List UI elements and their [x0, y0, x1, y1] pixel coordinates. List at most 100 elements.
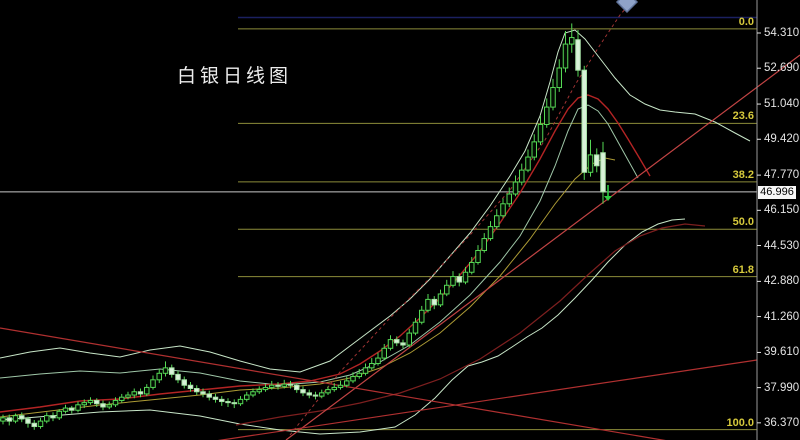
candle-body[interactable] — [550, 87, 556, 108]
candle-body[interactable] — [350, 376, 356, 382]
candle-body[interactable] — [481, 238, 487, 252]
candle-body[interactable] — [419, 309, 425, 323]
candle-body[interactable] — [325, 389, 331, 394]
candle-body[interactable] — [594, 154, 600, 167]
candle-body[interactable] — [556, 67, 562, 89]
candle-body[interactable] — [406, 332, 412, 346]
candle-body[interactable] — [387, 339, 394, 349]
candle-body[interactable] — [506, 193, 512, 205]
candle-body[interactable] — [581, 69, 587, 173]
candle-body[interactable] — [575, 39, 581, 71]
candle-body[interactable] — [119, 396, 125, 401]
candle-body[interactable] — [219, 398, 225, 403]
candle-body[interactable] — [531, 141, 537, 158]
candle-body[interactable] — [425, 298, 431, 311]
candle-body[interactable] — [281, 383, 287, 387]
candle-body[interactable] — [12, 415, 19, 422]
candle-body[interactable] — [537, 123, 544, 143]
diamond-cursor-icon[interactable] — [615, 0, 639, 14]
candle-body[interactable] — [294, 384, 300, 391]
candle-body[interactable] — [125, 394, 131, 398]
candle-body[interactable] — [562, 43, 569, 69]
candle-body[interactable] — [131, 391, 137, 396]
candle-body[interactable] — [400, 342, 406, 346]
candle-body[interactable] — [525, 156, 531, 171]
candle-body[interactable] — [194, 388, 200, 393]
candle-body[interactable] — [475, 250, 481, 263]
trendline-shallow-up[interactable] — [195, 359, 758, 440]
candle-body[interactable] — [231, 402, 237, 405]
candle-body[interactable] — [112, 399, 119, 406]
candle-body[interactable] — [81, 402, 87, 406]
candle-body[interactable] — [256, 389, 262, 393]
candle-body[interactable] — [450, 276, 456, 286]
candle-body[interactable] — [487, 226, 494, 240]
candle-body[interactable] — [87, 399, 94, 404]
candle-body[interactable] — [431, 298, 437, 306]
candle-body[interactable] — [394, 339, 400, 344]
candle-body[interactable] — [587, 154, 594, 173]
candle-body[interactable] — [456, 276, 462, 283]
candle-body[interactable] — [137, 391, 144, 395]
candle-body[interactable] — [356, 372, 362, 378]
candle-body[interactable] — [106, 404, 112, 408]
candle-body[interactable] — [100, 403, 106, 408]
candle-body[interactable] — [75, 404, 81, 411]
candle-body[interactable] — [469, 261, 475, 273]
candle-body[interactable] — [262, 386, 269, 391]
candle-body[interactable] — [156, 372, 162, 381]
candle-body[interactable] — [519, 169, 525, 183]
candle-body[interactable] — [319, 392, 325, 397]
candle-body[interactable] — [200, 391, 206, 395]
candle-body[interactable] — [50, 415, 56, 419]
candle-body[interactable] — [312, 394, 319, 397]
candle-body[interactable] — [6, 417, 12, 422]
candle-body[interactable] — [31, 422, 37, 428]
candle-body[interactable] — [0, 417, 6, 422]
candle-body[interactable] — [144, 386, 150, 395]
candle-body[interactable] — [237, 398, 244, 405]
candle-body[interactable] — [462, 271, 469, 283]
candle-body[interactable] — [306, 392, 312, 396]
candle-body[interactable] — [331, 386, 337, 391]
candle-body[interactable] — [19, 415, 25, 420]
candle-body[interactable] — [569, 37, 575, 45]
candle-body[interactable] — [381, 347, 387, 359]
candle-body[interactable] — [600, 152, 606, 193]
candle-body[interactable] — [94, 399, 100, 405]
candle-body[interactable] — [337, 384, 344, 388]
candle-body[interactable] — [275, 384, 281, 387]
candle-body[interactable] — [444, 284, 450, 295]
candle-body[interactable] — [25, 418, 31, 424]
candle-body[interactable] — [187, 384, 194, 390]
candle-body[interactable] — [375, 357, 381, 365]
candle-body[interactable] — [175, 373, 181, 381]
candle-body[interactable] — [500, 203, 506, 217]
candle-body[interactable] — [169, 367, 175, 375]
candle-body[interactable] — [369, 363, 375, 369]
candle-body[interactable] — [437, 293, 444, 306]
candle-body[interactable] — [162, 367, 169, 374]
candle-body[interactable] — [544, 106, 550, 125]
candle-body[interactable] — [250, 391, 256, 396]
candle-body[interactable] — [362, 367, 369, 374]
candle-body[interactable] — [244, 394, 250, 400]
candle-body[interactable] — [37, 420, 44, 428]
candle-body[interactable] — [344, 380, 350, 386]
candle-body[interactable] — [512, 181, 519, 195]
candle-body[interactable] — [212, 396, 219, 400]
candle-body[interactable] — [269, 384, 275, 388]
candle-body[interactable] — [181, 379, 187, 386]
candle-body[interactable] — [225, 401, 231, 404]
candle-body[interactable] — [412, 321, 419, 334]
candle-body[interactable] — [69, 407, 75, 411]
trendline-steep-up[interactable] — [285, 54, 800, 440]
candle-body[interactable] — [300, 389, 306, 394]
candle-body[interactable] — [150, 379, 156, 388]
candle-body[interactable] — [494, 215, 500, 228]
candle-body[interactable] — [206, 393, 212, 398]
candle-body[interactable] — [44, 415, 50, 422]
candle-body[interactable] — [287, 383, 294, 386]
candle-body[interactable] — [62, 407, 69, 412]
